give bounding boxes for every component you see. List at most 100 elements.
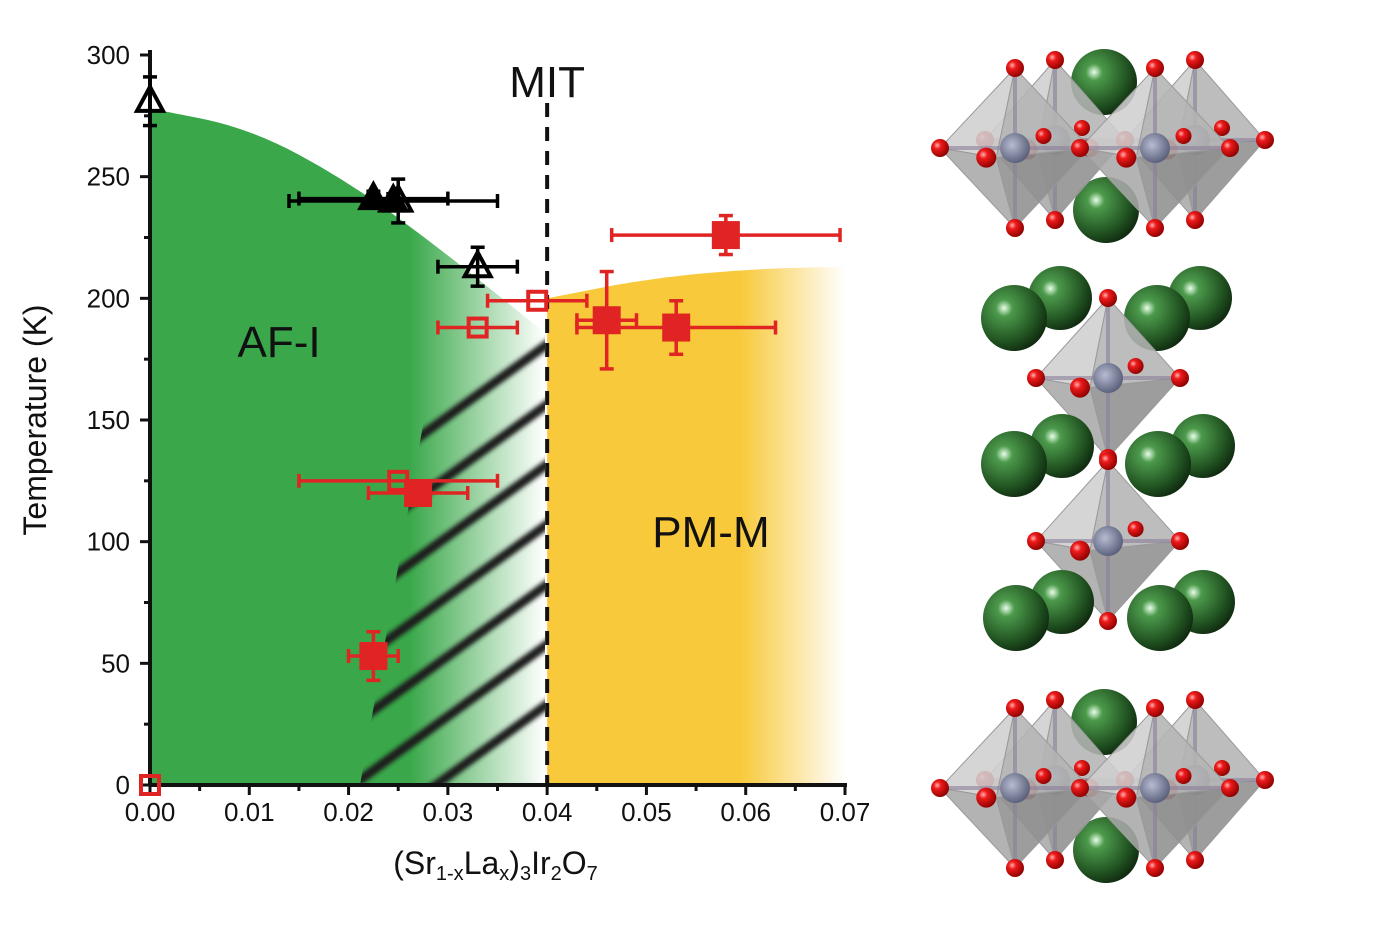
sr-atom — [981, 431, 1047, 497]
o-atom — [1006, 219, 1024, 237]
o-atom — [1071, 779, 1089, 797]
x-axis-title-part: 7 — [587, 863, 598, 885]
o-atom — [1127, 358, 1144, 374]
o-atom — [1046, 51, 1064, 69]
o-atom — [1116, 147, 1137, 168]
data-point — [139, 774, 161, 796]
o-atom — [1027, 369, 1045, 387]
y-tick-label: 300 — [87, 40, 130, 70]
o-atom — [1006, 699, 1024, 717]
sr-atom — [1125, 431, 1191, 497]
x-axis-title-part: La — [464, 845, 500, 881]
x-tick-label: 0.06 — [720, 797, 771, 827]
filled-square-marker — [359, 642, 388, 671]
filled-triangle-marker — [376, 182, 410, 213]
sr-atom — [983, 585, 1049, 651]
o-atom — [1214, 760, 1230, 776]
ir-atom — [1000, 133, 1030, 163]
o-atom — [1256, 771, 1274, 789]
hatch-stripe — [360, 510, 545, 665]
data-point — [436, 245, 520, 288]
region-labels: AF-I PM-M — [238, 318, 770, 557]
o-atom — [1171, 369, 1189, 387]
hatch-stripe — [360, 630, 545, 785]
o-atom — [976, 147, 997, 168]
pm-m-label: PM-M — [652, 508, 769, 557]
iro6-octahedron — [931, 699, 1099, 877]
x-tick-label: 0.07 — [820, 797, 871, 827]
x-tick-label: 0.03 — [423, 797, 474, 827]
y-tick-label: 50 — [101, 648, 130, 678]
o-atom — [1046, 851, 1064, 869]
x-tick-label: 0.01 — [224, 797, 275, 827]
o-atom — [976, 787, 997, 808]
x-axis-title-part: O — [562, 845, 587, 881]
o-atom — [1046, 211, 1064, 229]
open-square-marker — [466, 316, 489, 339]
o-atom — [1070, 377, 1090, 398]
o-atom — [1186, 211, 1204, 229]
octahedron-face — [1089, 540, 1182, 623]
mit-line-group: MIT — [509, 58, 585, 785]
x-axis-title-part: ) — [509, 845, 520, 881]
o-atom — [931, 139, 949, 157]
o-atom — [1099, 452, 1117, 470]
y-tick-label: 200 — [87, 283, 130, 313]
o-atom — [1127, 521, 1144, 537]
open-triangle-marker — [133, 82, 167, 113]
o-atom — [1146, 219, 1164, 237]
o-atom — [1186, 851, 1204, 869]
hatch-stripe — [360, 690, 545, 785]
data-point — [287, 182, 500, 213]
open-square-marker — [139, 774, 161, 796]
ir-atom — [1093, 526, 1123, 556]
o-atom — [1070, 540, 1090, 561]
o-atom — [1006, 59, 1024, 77]
data-point — [133, 75, 167, 128]
o-atom — [1175, 128, 1192, 144]
data-point — [346, 629, 400, 683]
o-atom — [1221, 779, 1239, 797]
y-tick-label: 250 — [87, 162, 130, 192]
open-square-marker — [526, 289, 549, 312]
o-atom — [1099, 289, 1117, 307]
o-atom — [1146, 699, 1164, 717]
data-point — [485, 289, 589, 312]
octahedron-face — [1089, 377, 1182, 460]
x-axis-title-part: 2 — [551, 863, 562, 885]
open-triangle-marker — [461, 248, 495, 279]
iro6-octahedron — [1027, 452, 1189, 630]
ir-atom — [1000, 773, 1030, 803]
filled-square-marker — [711, 221, 740, 250]
o-atom — [1171, 532, 1189, 550]
x-tick-label: 0.05 — [621, 797, 672, 827]
ir-atom — [1093, 363, 1123, 393]
o-atom — [1074, 120, 1090, 136]
af-i-label: AF-I — [238, 318, 321, 367]
filled-square-marker — [662, 313, 691, 342]
x-axis-title-part: (Sr — [393, 845, 436, 881]
ir-atom — [1140, 133, 1170, 163]
mit-label: MIT — [509, 58, 585, 107]
o-atom — [1035, 128, 1052, 144]
octahedron-face — [1135, 147, 1232, 229]
data-points — [133, 75, 842, 796]
crystal-structure-illustration — [931, 49, 1274, 883]
af-i-region-solid — [150, 108, 410, 785]
data-point — [436, 316, 520, 339]
o-atom — [1186, 691, 1204, 709]
x-tick-label: 0.04 — [522, 797, 573, 827]
octahedron-face — [995, 147, 1092, 229]
o-atom — [931, 779, 949, 797]
data-point — [609, 213, 842, 257]
x-axis-title-part: 1-x — [436, 863, 464, 885]
ir-atom — [1140, 773, 1170, 803]
y-tick-label: 150 — [87, 405, 130, 435]
o-atom — [1099, 612, 1117, 630]
data-point — [575, 299, 778, 357]
x-axis-title: (Sr1-xLax)3Ir2O7 — [393, 845, 598, 885]
octahedron-face — [995, 787, 1092, 869]
o-atom — [1221, 139, 1239, 157]
o-atom — [1256, 131, 1274, 149]
y-axis-title: Temperature (K) — [17, 304, 53, 535]
